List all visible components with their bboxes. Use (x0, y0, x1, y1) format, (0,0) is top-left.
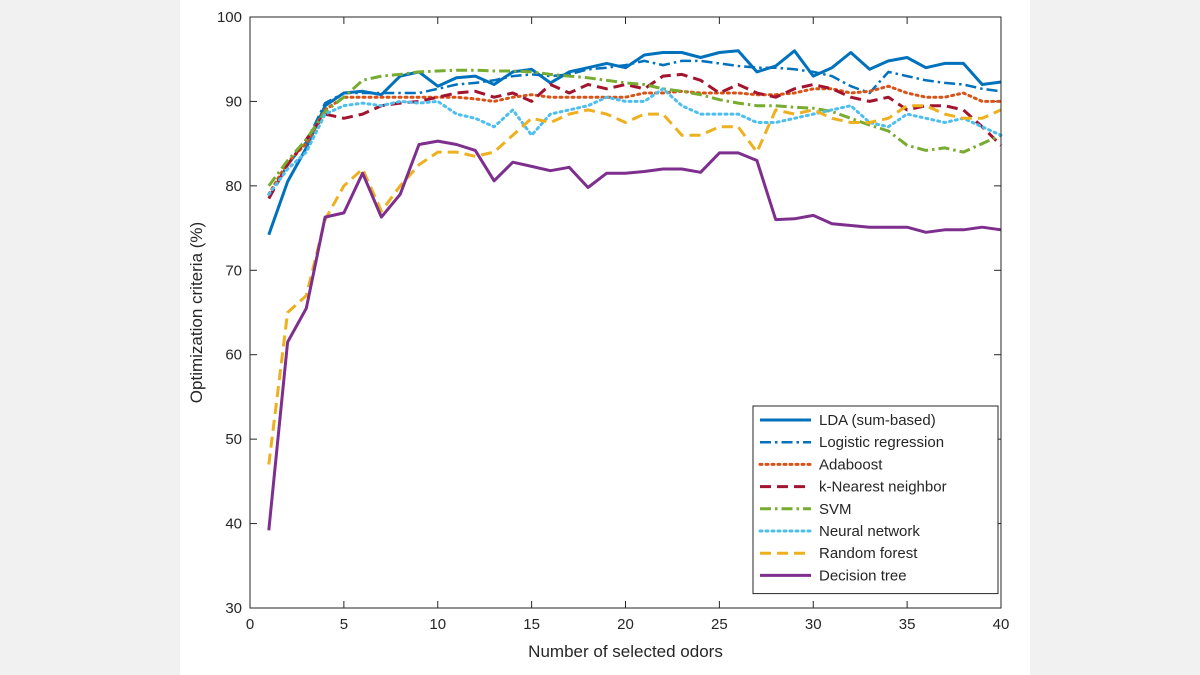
x-tick-label: 25 (711, 616, 728, 633)
series-line-logistic-regression (267, 59, 1002, 200)
legend-entry-label: Neural network (819, 523, 920, 540)
series-line-neural-network (267, 87, 1003, 196)
axis-ticks: 0 5 10 15 20 25 30 35 40 30 40 50 60 70 80 90 100 (217, 9, 1009, 633)
legend-entry-label: SVM (819, 501, 852, 518)
legend-box (752, 405, 999, 595)
y-tick-label: 40 (225, 516, 242, 533)
y-tick-label: 70 (225, 262, 242, 279)
legend-entry-label: k-Nearest neighbor (819, 479, 947, 496)
x-tick-label: 20 (617, 616, 634, 633)
y-tick-label: 50 (225, 431, 242, 448)
legend-entry-label: LDA (sum-based) (819, 412, 936, 429)
legend-entry-label: Random forest (819, 545, 918, 562)
legend: LDA (sum-based) Logistic regression Adaboo… (752, 405, 999, 595)
y-tick-label: 30 (225, 600, 242, 617)
y-tick-label: 80 (225, 178, 242, 195)
series-line-svm (267, 68, 1002, 187)
legend-entry-label: Logistic regression (819, 434, 944, 451)
x-tick-label: 15 (523, 616, 540, 633)
x-tick-label: 5 (340, 616, 348, 633)
x-tick-label: 40 (993, 616, 1010, 633)
y-axis-label: Optimization criteria (%) (187, 222, 206, 403)
x-tick-label: 35 (899, 616, 916, 633)
legend-entry-label: Decision tree (819, 567, 907, 584)
series-layer (267, 49, 1003, 531)
y-tick-label: 60 (225, 347, 242, 364)
x-tick-label: 10 (429, 616, 446, 633)
series-line-adaboost (267, 84, 1003, 196)
plot-frame (249, 16, 1002, 609)
x-tick-label: 0 (246, 616, 254, 633)
x-axis-label: Number of selected odors (528, 642, 723, 661)
series-line-random-forest (267, 104, 1002, 465)
y-tick-label: 90 (225, 93, 242, 110)
series-line-lda-sum-based (267, 49, 1002, 236)
x-tick-label: 30 (805, 616, 822, 633)
series-line-decision-tree (267, 139, 1002, 531)
y-tick-label: 100 (217, 9, 242, 26)
legend-entry-label: Adaboost (819, 456, 883, 473)
